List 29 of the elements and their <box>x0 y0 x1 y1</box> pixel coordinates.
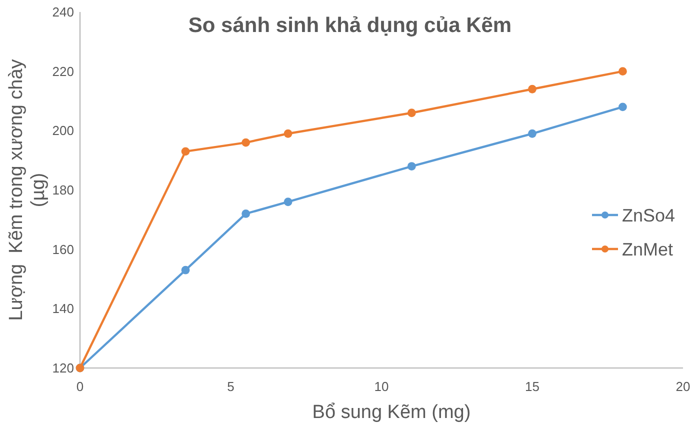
point <box>407 162 416 170</box>
y-tick-label: 140 <box>52 301 74 316</box>
point <box>618 102 627 112</box>
y-tick-label: 220 <box>52 64 74 79</box>
point <box>284 129 292 138</box>
chart-title: So sánh sinh khả dụng của Kẽm <box>188 14 512 37</box>
point <box>407 108 416 118</box>
y-tick-label: 200 <box>52 123 74 138</box>
x-tick-label: 0 <box>76 379 84 394</box>
x-tick-label: 20 <box>676 379 690 394</box>
x-tick-label: 5 <box>227 379 234 394</box>
y-tick-label: 160 <box>52 242 74 257</box>
y-axis-title: Lượng Kẽm trong xương chày (µg) <box>6 58 49 321</box>
point <box>618 67 627 76</box>
x-tick-label: 15 <box>525 379 540 394</box>
point <box>242 210 250 218</box>
y-tick-label: 240 <box>52 4 74 20</box>
y-tick-label: 180 <box>52 182 74 198</box>
point <box>284 198 292 206</box>
legend-label: ZnMet <box>622 239 674 260</box>
point <box>242 138 250 147</box>
point <box>528 129 536 138</box>
point <box>181 266 190 274</box>
x-axis-title: Bổ sung Kẽm (mg) <box>312 402 471 423</box>
x-tick-label: 10 <box>374 379 389 394</box>
point <box>181 147 190 156</box>
y-tick-label: 120 <box>52 360 74 376</box>
point <box>528 84 536 94</box>
legend-label: ZnSo4 <box>622 205 676 226</box>
